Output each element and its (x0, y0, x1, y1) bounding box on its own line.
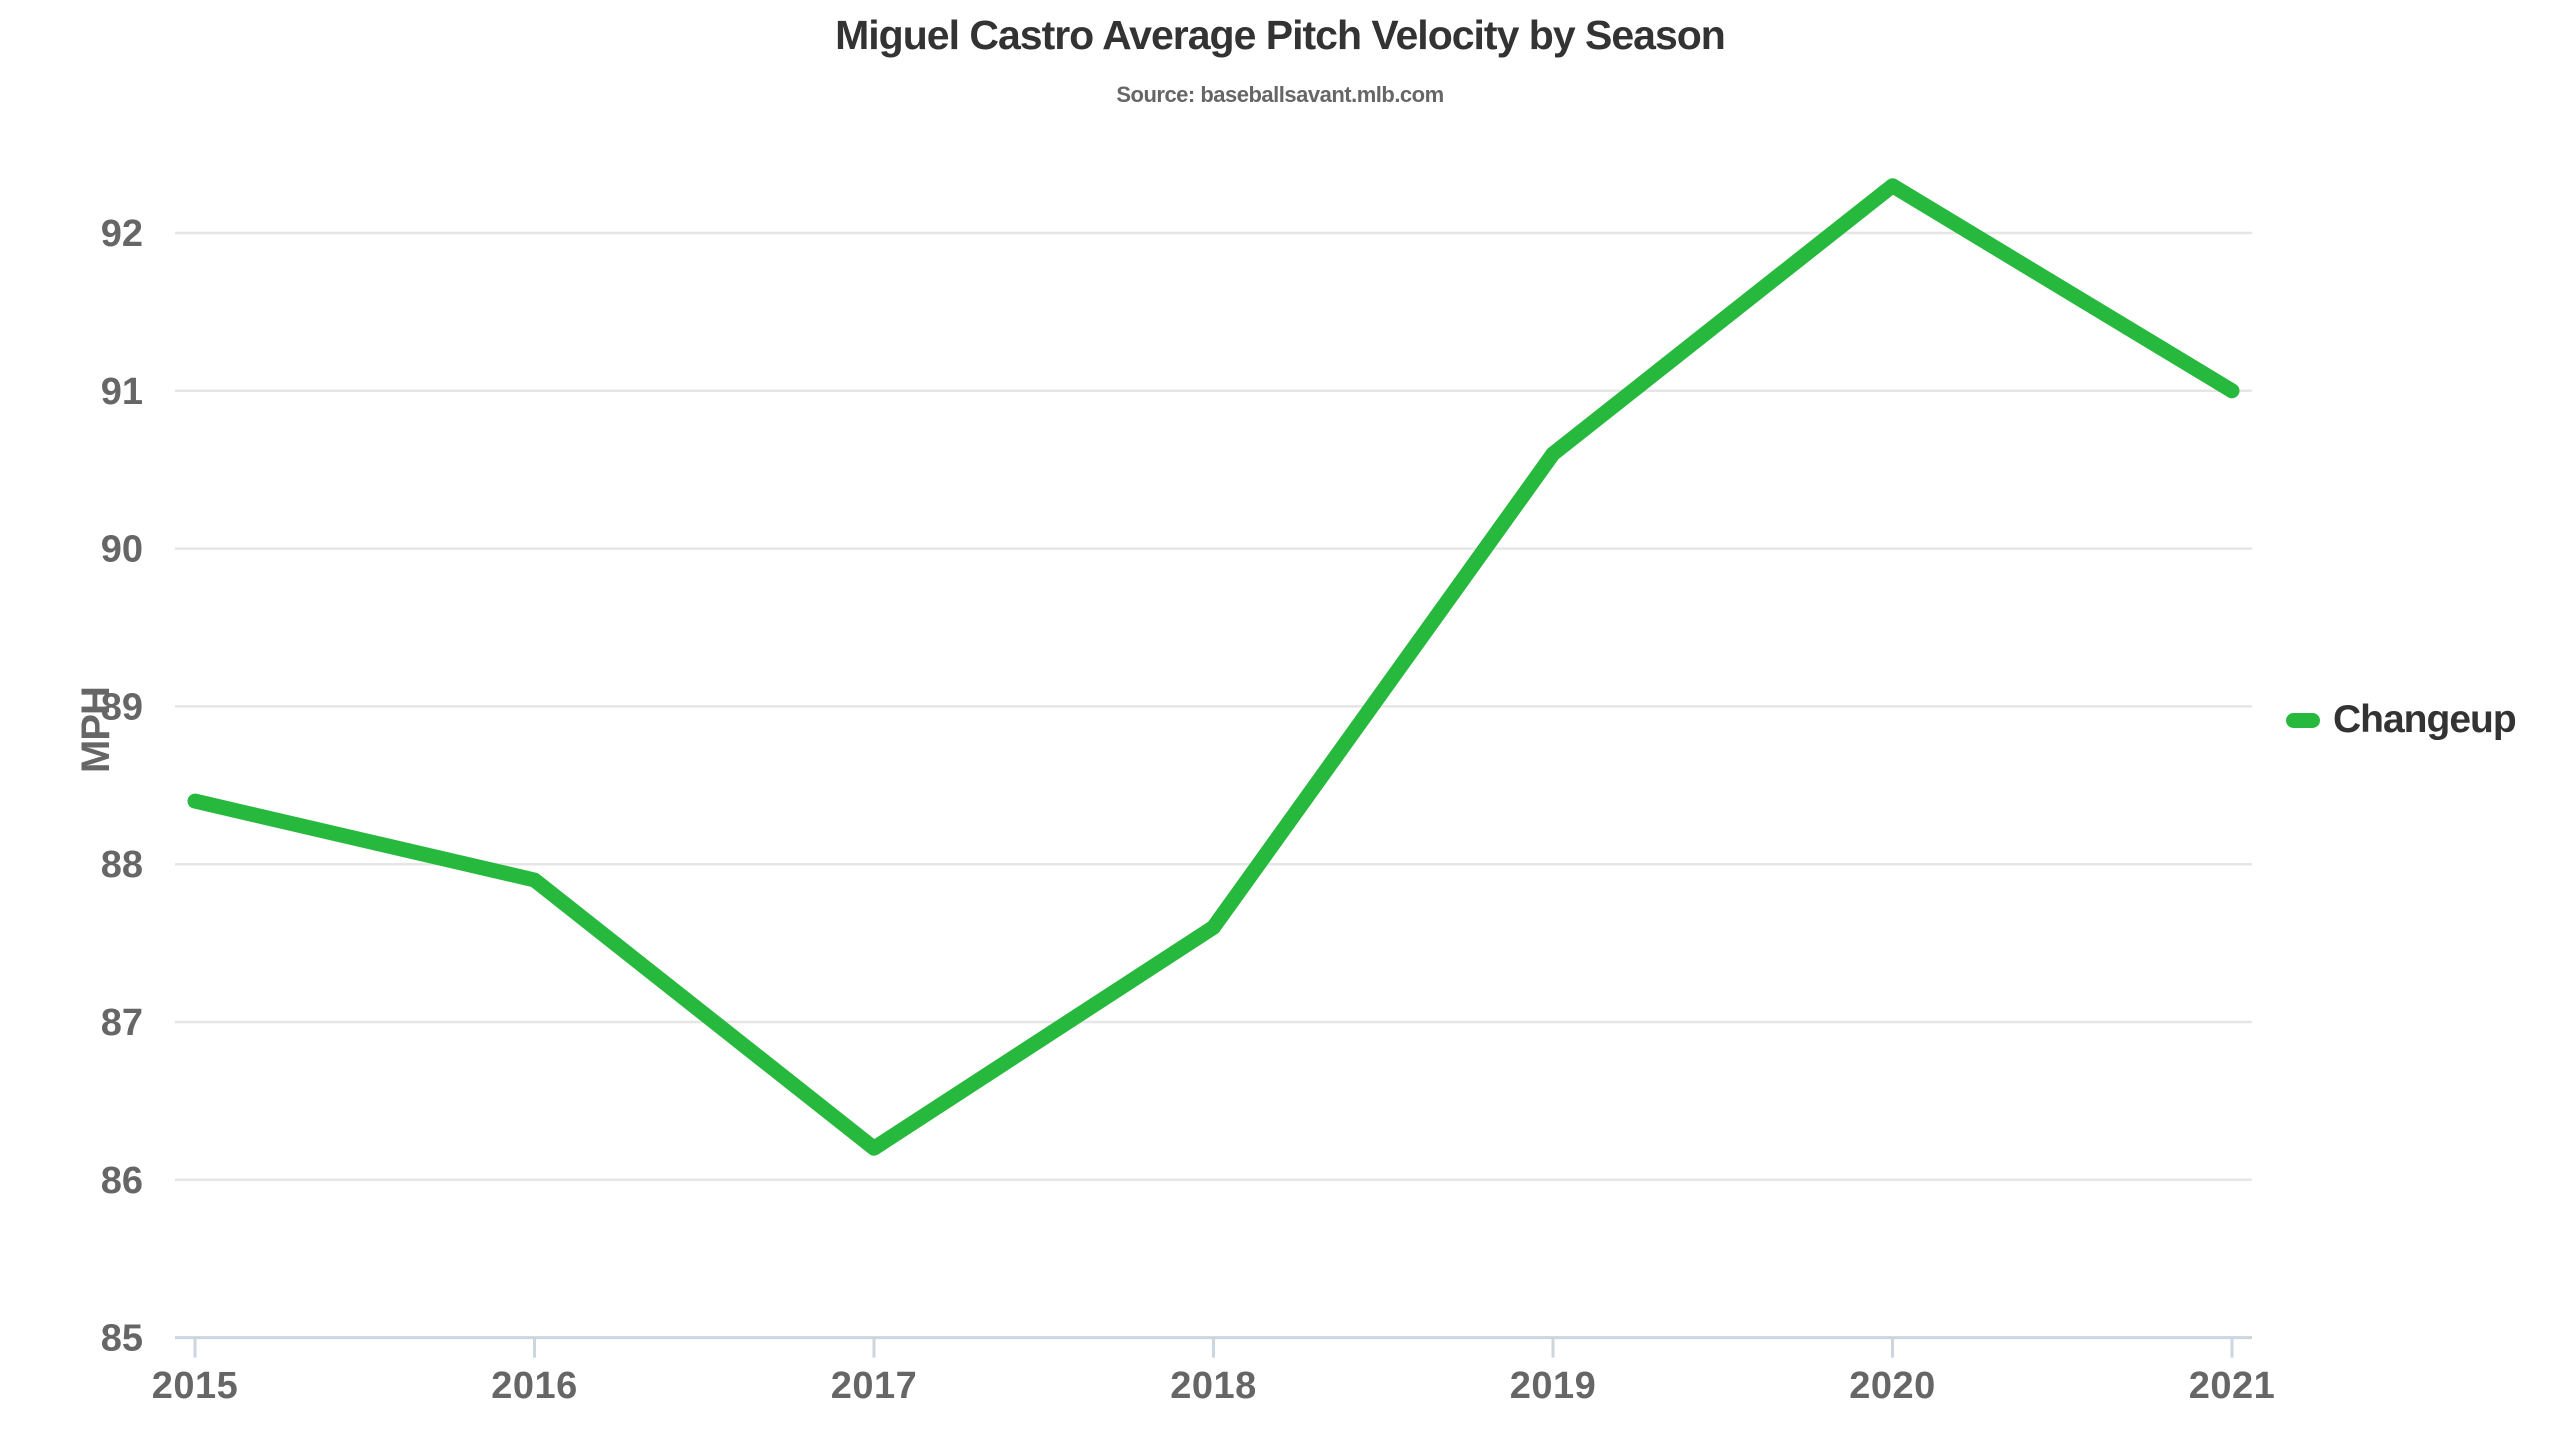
series-layer (187, 178, 2240, 1156)
legend-item-changeup[interactable]: Changeup (2286, 697, 2517, 743)
axis-layer (175, 1336, 2252, 1358)
grid-layer (175, 231, 2252, 1182)
y-axis-tick-label-85: 85 (101, 1318, 143, 1360)
chart-title: Miguel Castro Average Pitch Velocity by … (835, 12, 1726, 58)
y-axis-tick-label-92: 92 (101, 213, 143, 255)
chart-subtitle: Source: baseballsavant.mlb.com (1116, 82, 1444, 107)
series-line-changeup[interactable] (187, 178, 2240, 1156)
axis-label-layer: 85 86 87 88 89 90 91 92 2015 2016 2017 2018 2019 2020… (101, 213, 2276, 1407)
y-axis-tick-label-86: 86 (101, 1160, 143, 1202)
x-axis-tick-label-2020: 2020 (1849, 1365, 1936, 1407)
x-axis-tick-label-2018: 2018 (1170, 1365, 1257, 1407)
y-axis-tick-label-91: 91 (101, 371, 143, 413)
x-axis-tick-label-2015: 2015 (152, 1365, 239, 1407)
y-axis-title: MPH (74, 687, 118, 773)
y-axis-tick-label-90: 90 (101, 529, 143, 571)
x-axis-tick-label-2021: 2021 (2189, 1365, 2276, 1407)
x-axis-tick-label-2017: 2017 (831, 1365, 918, 1407)
x-axis-tick-label-2019: 2019 (1510, 1365, 1597, 1407)
x-axis-tick-label-2016: 2016 (491, 1365, 578, 1407)
legend-swatch-icon (2286, 712, 2320, 728)
y-axis-tick-label-87: 87 (101, 1002, 143, 1044)
y-axis-tick-label-88: 88 (101, 844, 143, 886)
legend-label: Changeup (2333, 698, 2517, 741)
y-axis-tick-label-89: 89 (101, 686, 143, 728)
